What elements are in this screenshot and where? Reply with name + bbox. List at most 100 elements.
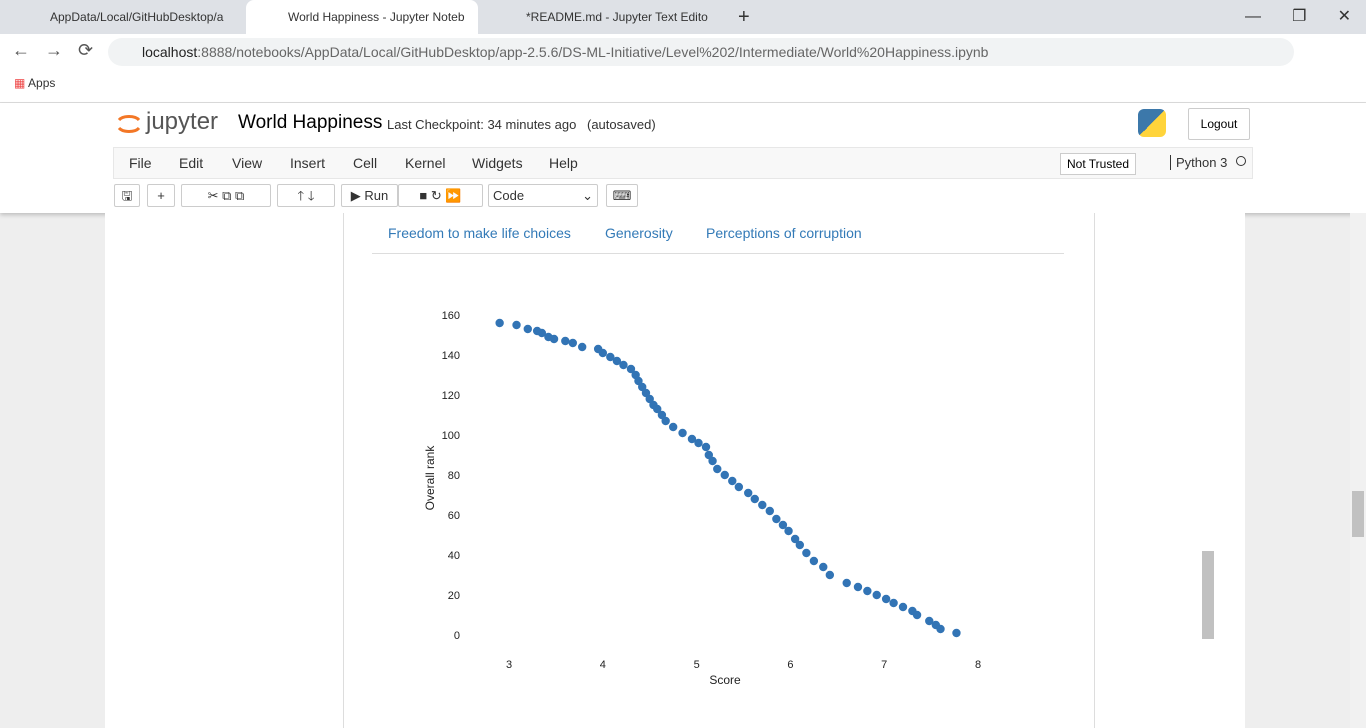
x-tick-label: 7 (881, 659, 887, 671)
point (952, 628, 961, 638)
point (704, 450, 714, 460)
point (825, 570, 835, 580)
point (641, 388, 651, 398)
keyboard-button[interactable]: ⌨ (606, 184, 638, 207)
point (720, 470, 729, 480)
address-bar[interactable]: localhost:8888/notebooks/AppData/Local/G… (108, 38, 1294, 66)
x-tick-label: 4 (600, 659, 606, 671)
trust-indicator[interactable]: Not Trusted (1060, 153, 1137, 175)
point (889, 598, 898, 608)
point (612, 356, 622, 366)
point (758, 500, 767, 510)
cell-type-select[interactable]: Code ⌄ (488, 184, 598, 207)
point (701, 442, 711, 452)
y-tick-label: 0 (454, 630, 460, 642)
cell (343, 213, 1095, 728)
point (936, 624, 945, 634)
point (598, 348, 608, 358)
new-tab[interactable]: + (738, 6, 750, 28)
point (881, 594, 891, 604)
point (561, 336, 570, 346)
menu-item[interactable]: Insert (290, 155, 326, 171)
point (790, 534, 800, 544)
y-tick-label: 120 (442, 390, 460, 402)
tab[interactable]: *README.md - Jupyter Text Edito (526, 10, 708, 24)
point (925, 616, 934, 626)
y-tick-label: 80 (448, 470, 460, 482)
point (809, 556, 819, 566)
point (694, 438, 703, 448)
point (626, 364, 636, 374)
scrollbar-thumb[interactable] (1352, 491, 1364, 537)
tab[interactable]: AppData/Local/GitHubDesktop/a (50, 10, 224, 24)
menu-item[interactable]: Widgets (472, 155, 523, 171)
move-buttons[interactable]: 🡑 🡓 (277, 184, 335, 207)
kernel-buttons[interactable]: ■ ↻ ⏩ (398, 184, 483, 207)
url-path: :8888/notebooks/AppData/Local/GitHubDesk… (197, 44, 989, 60)
y-axis-label: Overall rank (423, 445, 437, 511)
notebook-name[interactable]: World Happiness (238, 112, 383, 133)
point (912, 610, 922, 620)
point (657, 410, 667, 420)
tab[interactable]: World Happiness - Jupyter Noteb (246, 0, 478, 34)
point (842, 578, 851, 588)
menu-item[interactable]: View (232, 155, 263, 171)
logo: jupyter (146, 108, 219, 135)
point (778, 520, 788, 530)
menu-item[interactable]: File (129, 155, 152, 171)
output-tab[interactable]: Freedom to make life choices (388, 225, 571, 241)
window-controls[interactable]: — ❐ ✕ (1245, 8, 1351, 25)
save-button[interactable]: 🖫 (114, 184, 140, 207)
point (523, 324, 532, 334)
nav-buttons[interactable]: ← → ⟳ (12, 40, 94, 60)
tab-divider (372, 253, 1064, 254)
tab-strip: AppData/Local/GitHubDesktop/a World Happ… (0, 0, 1366, 34)
point (784, 526, 793, 536)
point (687, 434, 697, 444)
menu-item[interactable]: Help (549, 155, 578, 171)
point (713, 464, 722, 474)
autosaved: (autosaved) (587, 117, 656, 132)
point (661, 416, 670, 426)
x-tick-label: 5 (694, 659, 700, 671)
point (638, 382, 647, 392)
point (802, 548, 811, 558)
y-tick-label: 40 (448, 550, 460, 562)
scrollbar (1350, 213, 1366, 728)
logout-button[interactable]: Logout (1188, 108, 1250, 140)
point (577, 342, 587, 352)
run-button[interactable]: ▶ Run (341, 184, 398, 207)
inner-scrollbar[interactable] (1202, 551, 1214, 639)
edit-buttons[interactable]: ✂ ⧉ ⧉ (181, 184, 271, 207)
x-tick-label: 3 (506, 659, 512, 671)
point (819, 562, 828, 572)
insert-button[interactable]: + (147, 184, 175, 207)
point (872, 590, 881, 600)
run-label: Run (364, 188, 389, 203)
y-tick-label: 140 (442, 350, 460, 362)
y-tick-label: 20 (448, 590, 460, 602)
point (645, 394, 654, 404)
menu-item[interactable]: Edit (179, 155, 204, 171)
point (863, 586, 872, 596)
point (708, 456, 717, 466)
kernel-name: Python 3 (1170, 155, 1227, 170)
jupyter-icon (117, 115, 141, 133)
menu-item[interactable]: Cell (353, 155, 378, 171)
point (734, 482, 744, 492)
menu-item[interactable]: Kernel (405, 155, 446, 171)
point (653, 404, 662, 414)
y-tick-label: 160 (442, 310, 460, 322)
point (568, 338, 578, 348)
point (634, 376, 643, 386)
y-tick-label: 100 (442, 430, 460, 442)
bookmark[interactable]: ▦ Apps (14, 76, 56, 90)
y-tick-label: 60 (448, 510, 460, 522)
output-tab[interactable]: Perceptions of corruption (706, 225, 862, 241)
bookmark-label: Apps (28, 76, 56, 90)
output-tab[interactable]: Generosity (605, 225, 673, 241)
point (512, 320, 521, 330)
point (668, 422, 678, 432)
